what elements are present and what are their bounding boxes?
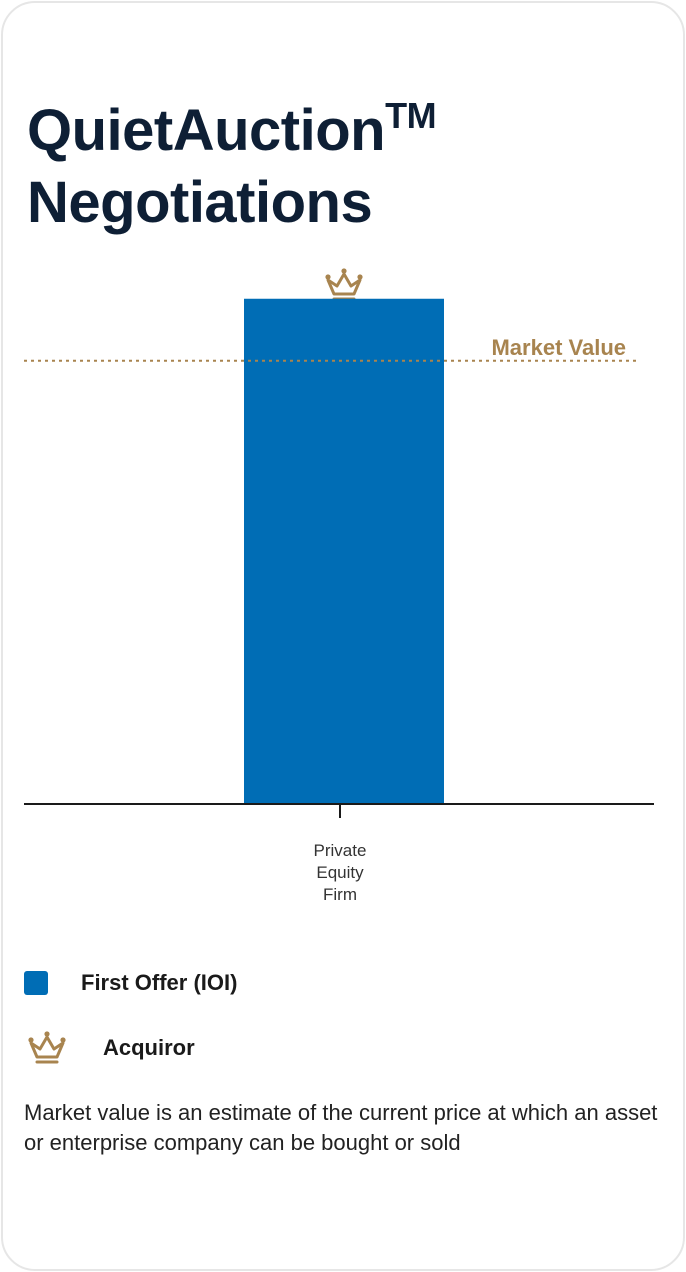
crown-marker xyxy=(325,268,363,301)
crown-jewel xyxy=(28,1037,34,1043)
crown-jewel xyxy=(60,1037,66,1043)
crown-jewel xyxy=(325,274,331,280)
bar-first-offer-private-equity-firm xyxy=(244,298,444,804)
market-value-label: Market Value xyxy=(491,335,626,360)
crown-jewel xyxy=(341,268,347,274)
trademark-mark: TM xyxy=(385,95,437,136)
legend-item-first-offer: First Offer (IOI) xyxy=(24,970,237,996)
crown-jewel xyxy=(44,1031,50,1037)
title-line2: Negotiations xyxy=(27,170,373,235)
page-title: QuietAuctionTM Negotiations xyxy=(27,95,437,239)
crown-shape xyxy=(326,272,362,296)
crown-shape xyxy=(29,1035,65,1059)
title-main: QuietAuction xyxy=(27,98,386,163)
legend-item-acquiror: Acquiror xyxy=(24,1030,195,1066)
footnote: Market value is an estimate of the curre… xyxy=(24,1100,658,1155)
x-tick-label-private-equity-firm: Private Equity Firm xyxy=(314,841,367,904)
bar-chart: Market Value Private Equity Firm xyxy=(24,268,654,904)
legend-label-first-offer: First Offer (IOI) xyxy=(81,970,238,995)
legend-label-acquiror: Acquiror xyxy=(103,1035,195,1060)
crown-icon xyxy=(28,1031,66,1064)
legend-swatch-blue xyxy=(24,971,48,995)
crown-jewel xyxy=(357,274,363,280)
